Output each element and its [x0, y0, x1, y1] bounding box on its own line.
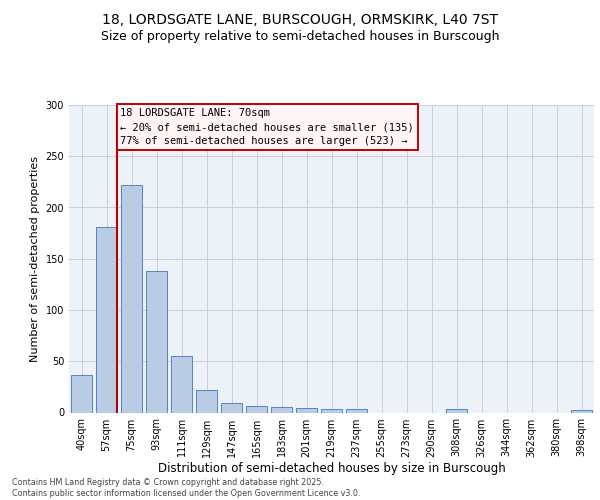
Bar — [221, 404, 242, 412]
Bar — [196, 390, 217, 412]
Bar — [571, 410, 592, 412]
X-axis label: Distribution of semi-detached houses by size in Burscough: Distribution of semi-detached houses by … — [158, 462, 505, 475]
Bar — [96, 227, 117, 412]
Bar — [296, 408, 317, 412]
Bar — [446, 410, 467, 412]
Bar — [121, 185, 142, 412]
Text: Contains HM Land Registry data © Crown copyright and database right 2025.
Contai: Contains HM Land Registry data © Crown c… — [12, 478, 361, 498]
Bar — [71, 374, 92, 412]
Text: 18 LORDSGATE LANE: 70sqm
← 20% of semi-detached houses are smaller (135)
77% of : 18 LORDSGATE LANE: 70sqm ← 20% of semi-d… — [120, 108, 414, 146]
Bar — [171, 356, 192, 412]
Bar — [346, 410, 367, 412]
Y-axis label: Number of semi-detached properties: Number of semi-detached properties — [30, 156, 40, 362]
Bar — [321, 410, 342, 412]
Text: Size of property relative to semi-detached houses in Burscough: Size of property relative to semi-detach… — [101, 30, 499, 43]
Bar — [271, 408, 292, 412]
Bar — [246, 406, 267, 412]
Text: 18, LORDSGATE LANE, BURSCOUGH, ORMSKIRK, L40 7ST: 18, LORDSGATE LANE, BURSCOUGH, ORMSKIRK,… — [102, 12, 498, 26]
Bar — [146, 271, 167, 412]
